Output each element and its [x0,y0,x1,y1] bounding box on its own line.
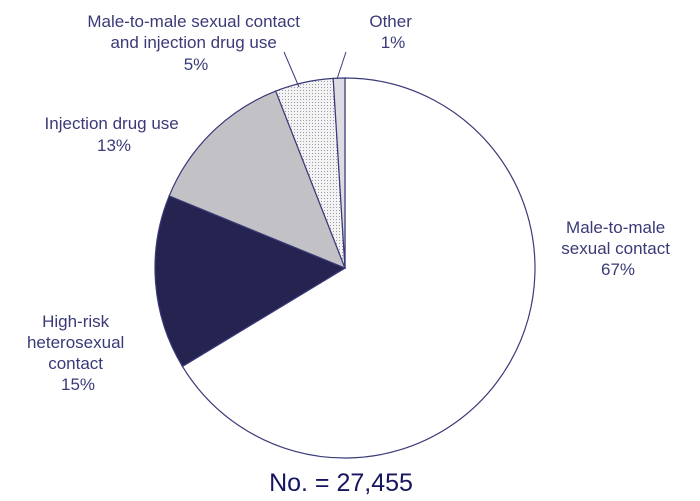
leader-line-other [336,51,347,80]
sample-size-label: No. = 27,455 [269,469,413,497]
slice-other [332,77,346,269]
slice-label-male-to-male: Male-to-male sexual contact 67% [561,218,674,279]
slice-label-other: Other 1% [369,12,416,52]
slice-labels: Male-to-male sexual contact 67% High-ris… [27,12,674,394]
slice-label-heterosexual: High-risk heterosexual contact 15% [27,312,129,394]
slice-label-mixed: Male-to-male sexual contact and injectio… [87,12,304,74]
slice-label-injection-drug-use: Injection drug use 13% [45,114,184,155]
slice-heterosexual [154,195,347,368]
slice-male-to-male [181,77,536,459]
pie-slices [154,77,536,459]
slice-injection-drug-use [168,90,347,270]
leader-lines [283,51,347,88]
leader-line-mixed [283,51,300,88]
